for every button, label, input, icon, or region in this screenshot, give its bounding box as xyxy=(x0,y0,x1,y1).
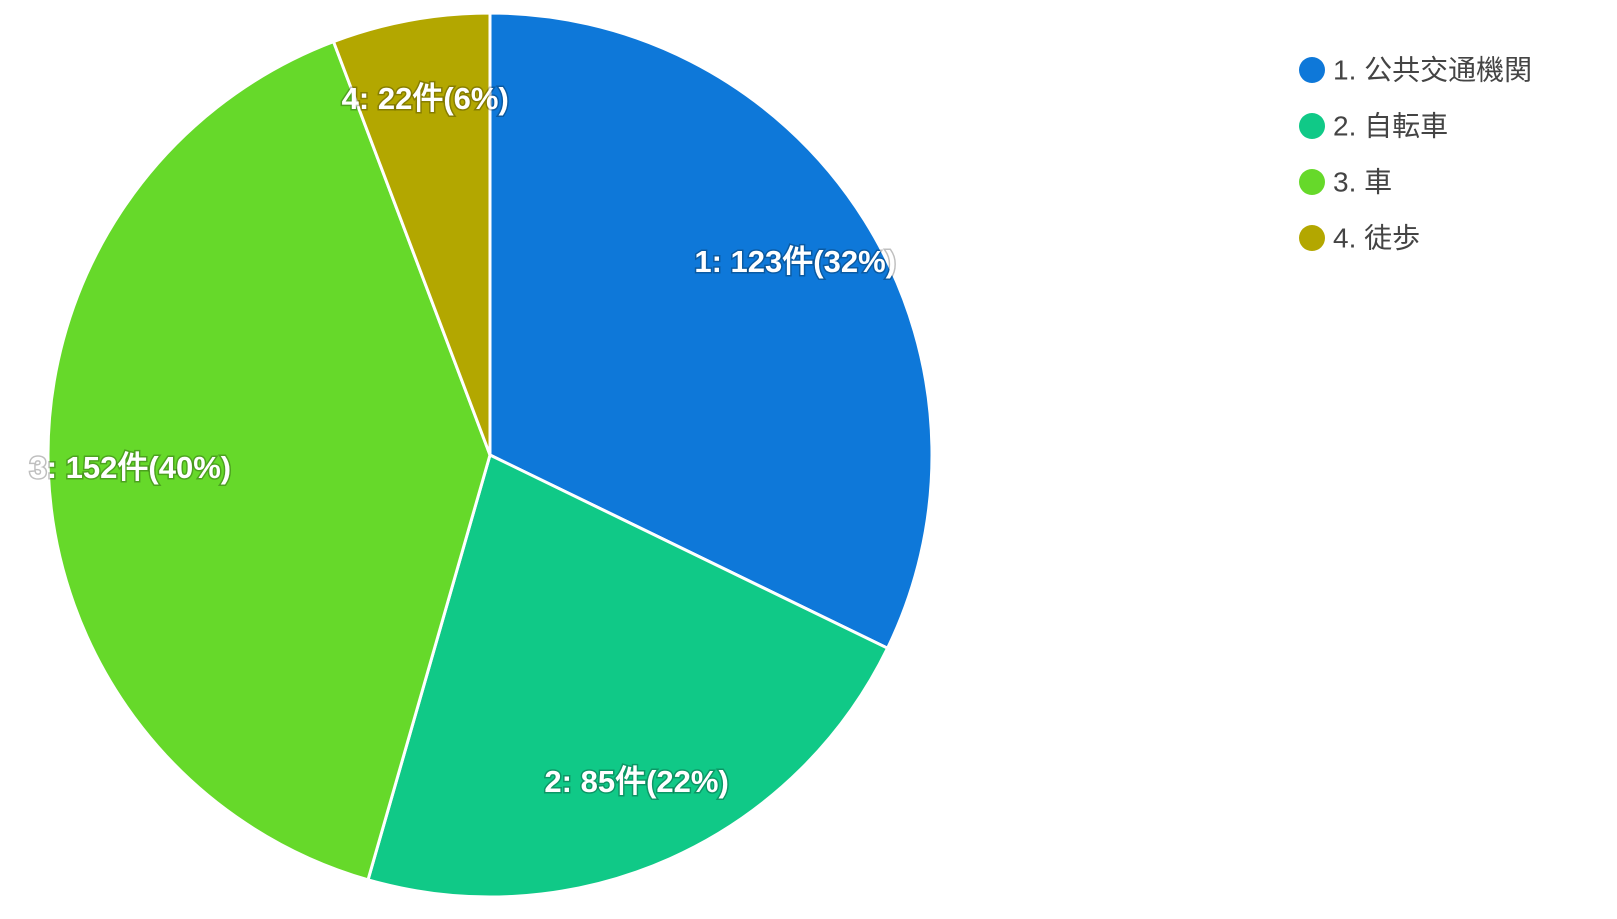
legend-label: 1. 公共交通機関 xyxy=(1333,54,1532,85)
legend-label: 3. 車 xyxy=(1333,166,1392,197)
slice-label: 1: 123件(32%) xyxy=(694,244,896,279)
pie-slice xyxy=(331,11,492,456)
legend-swatch xyxy=(1299,225,1325,251)
slice-label: 2: 85件(22%) xyxy=(544,764,728,799)
slice-label: 3: 152件(40%) xyxy=(30,450,232,485)
pie-slice xyxy=(366,452,890,899)
slice-label: 4: 22件(6%) xyxy=(342,81,509,116)
pie-slice xyxy=(488,11,934,651)
legend-swatch xyxy=(1299,57,1325,83)
legend-swatch xyxy=(1299,169,1325,195)
legend-label: 4. 徒歩 xyxy=(1333,222,1420,253)
pie-slice xyxy=(46,39,492,882)
legend-swatch xyxy=(1299,113,1325,139)
legend-label: 2. 自転車 xyxy=(1333,110,1448,141)
